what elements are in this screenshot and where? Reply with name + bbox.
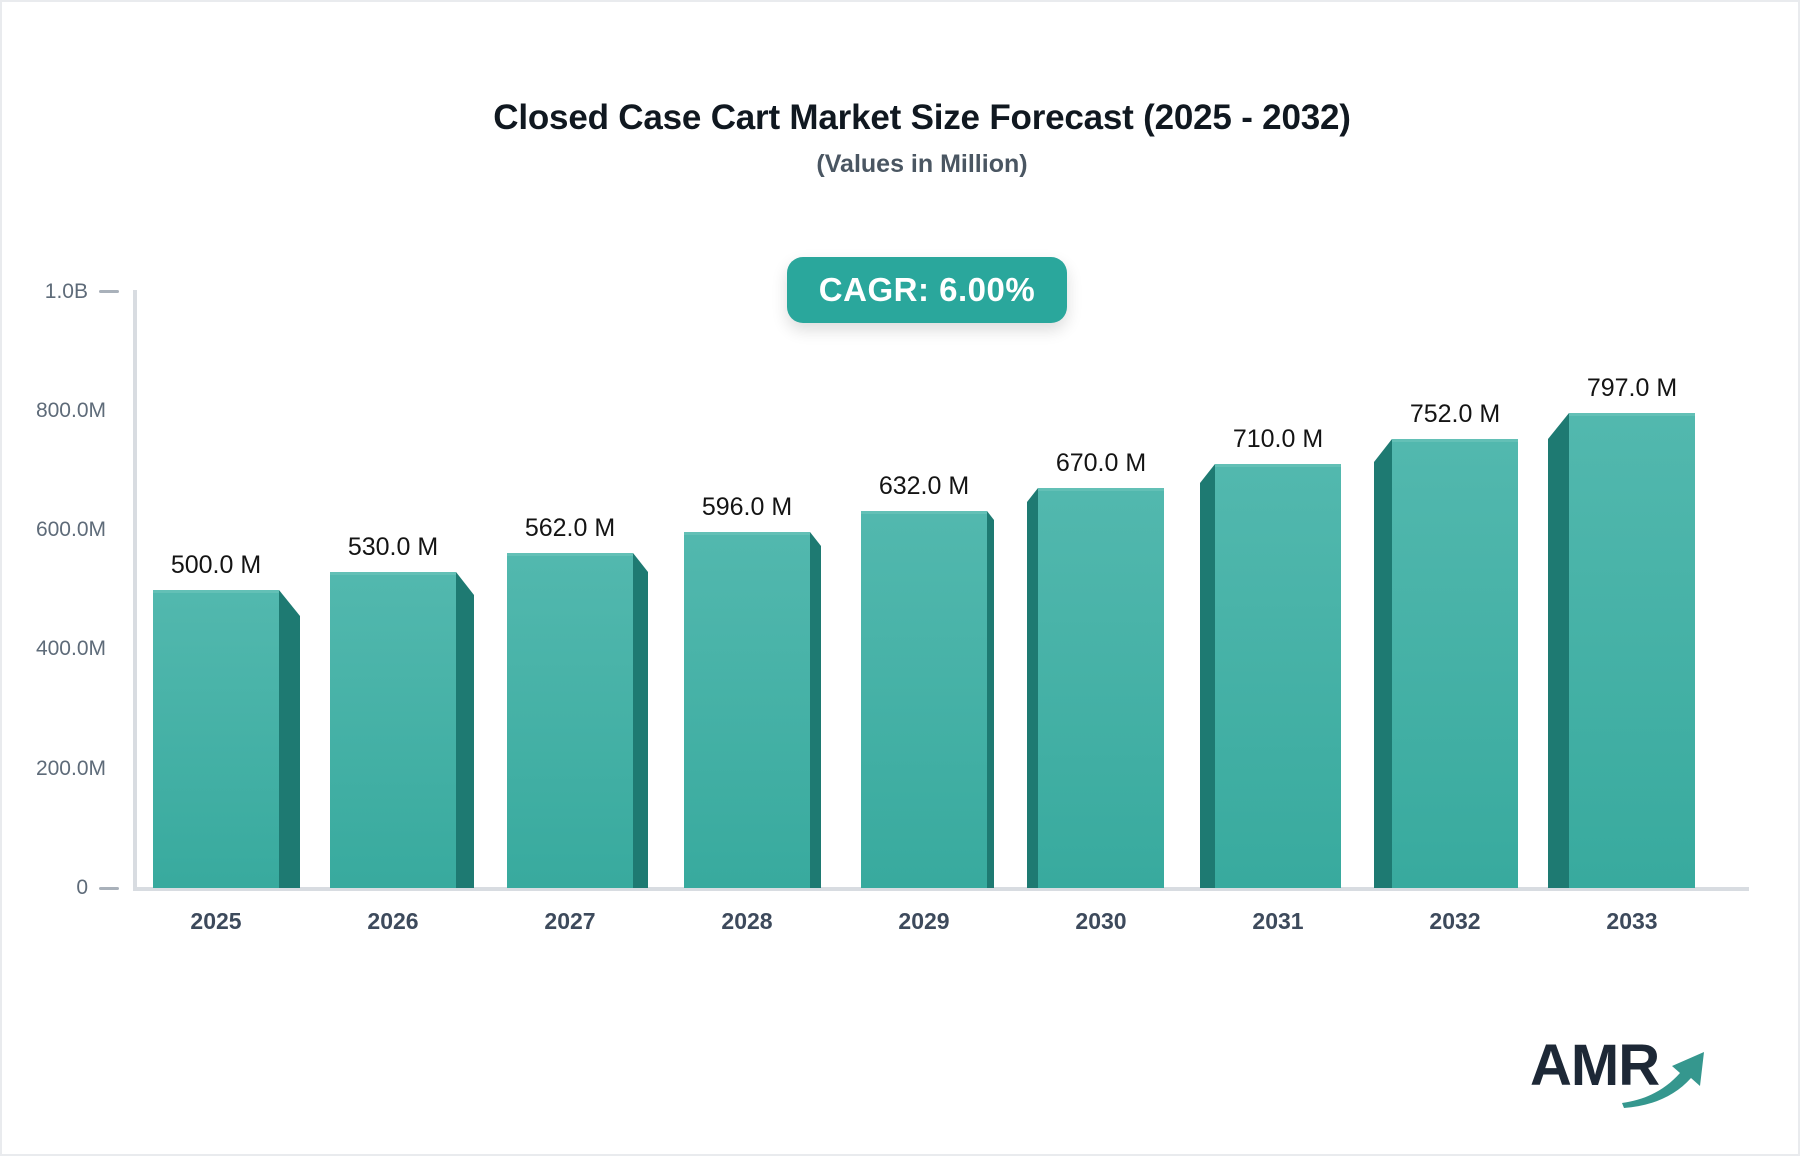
bar-side-face xyxy=(1374,439,1392,888)
cagr-badge: CAGR: 6.00% xyxy=(787,257,1067,323)
bar-side-face xyxy=(1548,413,1569,888)
x-tick-label: 2033 xyxy=(1606,908,1658,934)
x-tick-label: 2025 xyxy=(190,908,242,934)
x-tick-label: 2027 xyxy=(544,908,596,934)
bar-value-label: 752.0 M xyxy=(1409,400,1501,428)
bar-front-face xyxy=(1215,464,1341,888)
y-tick-row: 600.0M xyxy=(36,516,106,544)
x-tick-label: 2028 xyxy=(721,908,773,934)
bar-side-face xyxy=(1200,464,1215,888)
y-axis-tick xyxy=(99,886,119,890)
y-axis-line xyxy=(133,290,137,888)
bar-front-face xyxy=(330,572,456,888)
y-tick-row: 1.0B xyxy=(45,278,119,306)
y-tick-row: 200.0M xyxy=(36,755,106,783)
bar-side-face xyxy=(456,572,474,888)
bar-front-face xyxy=(684,532,810,888)
bar-front-face xyxy=(1392,439,1518,888)
bar-value-label: 632.0 M xyxy=(878,472,970,500)
amr-logo-text: AMR xyxy=(1530,1033,1660,1098)
y-tick-label: 400.0M xyxy=(35,637,106,661)
bar-side-face xyxy=(279,590,300,888)
y-tick-label: 800.0M xyxy=(35,398,106,422)
y-tick-label: 200.0M xyxy=(35,756,106,780)
x-tick-label: 2029 xyxy=(898,908,950,934)
bar-side-face xyxy=(810,532,821,888)
y-tick-row: 0 xyxy=(76,874,119,902)
bar-value-label: 596.0 M xyxy=(701,493,793,521)
bar-front-face xyxy=(153,590,279,888)
bar-value-label: 670.0 M xyxy=(1055,449,1147,477)
bar-side-face xyxy=(1027,488,1038,888)
bar-value-label: 500.0 M xyxy=(170,551,262,579)
y-tick-row: 400.0M xyxy=(36,635,106,663)
x-tick-label: 2026 xyxy=(367,908,419,934)
x-tick-label: 2031 xyxy=(1252,908,1304,934)
bar-side-face xyxy=(987,511,994,888)
y-tick-row: 800.0M xyxy=(36,397,106,425)
bar-value-label: 530.0 M xyxy=(347,533,439,561)
amr-logo: AMR xyxy=(1530,1032,1740,1118)
growth-arrow-icon xyxy=(1622,1052,1704,1108)
chart-subtitle: (Values in Million) xyxy=(816,150,1028,178)
chart-title: Closed Case Cart Market Size Forecast (2… xyxy=(493,98,1351,137)
bar-value-label: 710.0 M xyxy=(1232,425,1324,453)
y-axis-tick xyxy=(99,290,119,293)
x-axis-line xyxy=(133,887,1749,891)
x-tick-label: 2030 xyxy=(1075,908,1127,934)
bar-front-face xyxy=(1038,488,1164,888)
bar-front-face xyxy=(1569,413,1695,888)
y-tick-label: 1.0B xyxy=(44,279,88,303)
bar-value-label: 797.0 M xyxy=(1586,374,1678,402)
y-tick-label: 600.0M xyxy=(35,518,106,542)
bar-front-face xyxy=(861,511,987,888)
bar-value-label: 562.0 M xyxy=(524,514,616,542)
bar-front-face xyxy=(507,553,633,888)
bar-side-face xyxy=(633,553,648,888)
x-tick-label: 2032 xyxy=(1429,908,1481,934)
y-tick-label: 0 xyxy=(76,876,88,899)
